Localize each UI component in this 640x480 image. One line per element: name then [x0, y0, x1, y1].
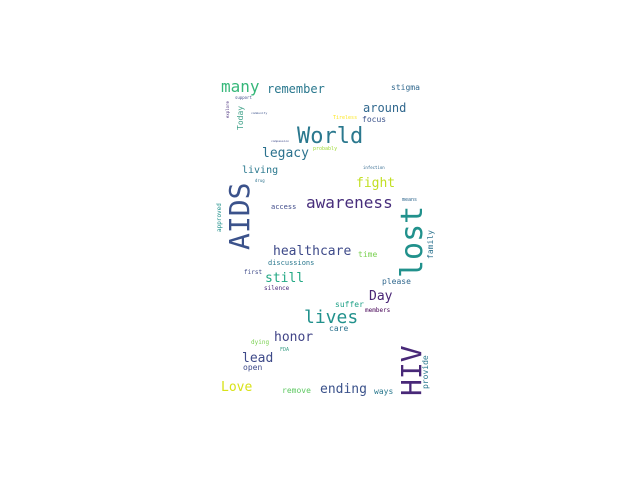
word-tireless: Tireless [333, 115, 358, 121]
word-discussions: discussions [268, 259, 315, 267]
word-around: around [363, 101, 407, 115]
word-legacy: legacy [262, 146, 309, 161]
word-fda: FDA [280, 347, 290, 353]
word-approved: approved [216, 203, 223, 232]
word-living: living [242, 165, 279, 176]
word-dying: dying [251, 339, 270, 346]
word-probably: probably [313, 146, 338, 152]
word-open: open [243, 363, 263, 372]
word-support: support [235, 95, 252, 100]
word-focus: focus [362, 115, 387, 124]
word-many: many [221, 77, 260, 96]
word-honor: honor [274, 330, 314, 345]
word-cloud: World AIDS lost HIV awareness lives many… [212, 72, 444, 408]
word-still: still [265, 271, 305, 286]
word-love: Love [221, 380, 253, 395]
word-community: community [251, 111, 268, 115]
word-stigma: stigma [391, 83, 420, 92]
word-compassion: compassion [271, 139, 290, 143]
word-aids: AIDS [223, 182, 256, 250]
word-awareness: awareness [306, 193, 393, 212]
word-please: please [382, 277, 411, 286]
word-ways: ways [374, 387, 394, 396]
word-provide: provide [421, 355, 430, 389]
word-suffer: suffer [335, 300, 364, 309]
word-remember: remember [267, 82, 325, 96]
word-means: means [402, 197, 418, 203]
word-silence: silence [264, 285, 290, 292]
word-lead: lead [242, 351, 274, 366]
word-members: members [365, 307, 391, 314]
word-infection: infection [363, 165, 385, 170]
word-day: Day [369, 289, 393, 304]
word-healthcare: healthcare [273, 244, 352, 259]
word-family: family [426, 230, 435, 259]
word-explore: explore [225, 101, 230, 118]
word-world: World [297, 124, 364, 149]
word-ending: ending [320, 382, 367, 397]
word-today: Today [236, 105, 245, 130]
word-fight: fight [356, 176, 396, 191]
word-lives: lives [304, 307, 359, 328]
word-time: time [358, 250, 378, 259]
word-lost: lost [395, 205, 430, 278]
word-remove: remove [282, 386, 311, 395]
word-access: access [271, 203, 297, 211]
word-first: first [244, 269, 263, 276]
word-drug: drug [255, 178, 265, 183]
word-care: care [329, 324, 349, 333]
